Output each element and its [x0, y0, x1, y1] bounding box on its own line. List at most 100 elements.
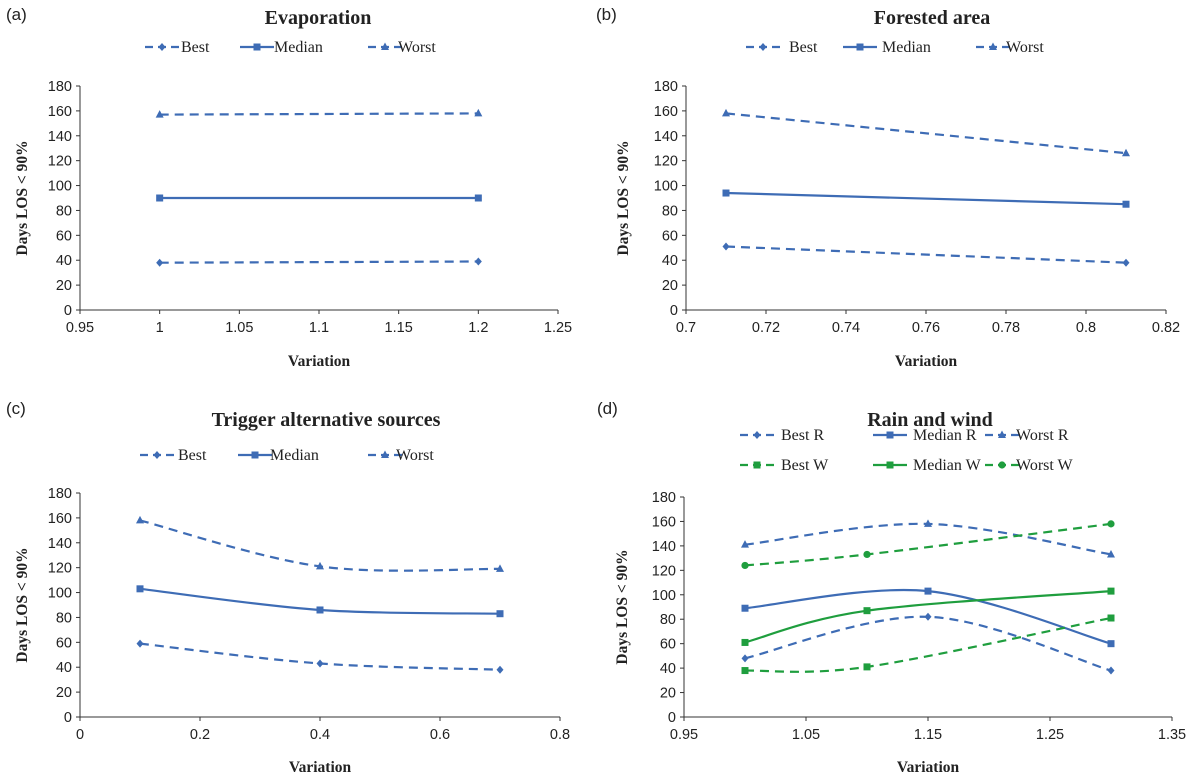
data-point-median	[496, 610, 504, 618]
data-point-median	[136, 585, 144, 593]
data-point-median-r	[1107, 640, 1115, 648]
y-tick-label: 100	[654, 179, 678, 195]
x-tick-label: 1.25	[544, 320, 572, 336]
y-tick-label: 180	[48, 486, 72, 502]
x-tick-label: 0.8	[1076, 320, 1096, 336]
legend-label-best: Best	[178, 447, 207, 464]
data-point-worst	[155, 110, 164, 118]
y-tick-label: 0	[668, 710, 676, 726]
data-point-best-w	[863, 663, 871, 671]
legend: Best Median Worst	[140, 447, 434, 464]
x-tick-label: 0.76	[912, 320, 940, 336]
y-tick-label: 60	[56, 228, 72, 244]
y-tick-label: 160	[652, 514, 676, 530]
x-tick-label: 0.95	[670, 727, 698, 743]
x-tick-label: 0.8	[550, 727, 570, 743]
panel-letter: (b)	[596, 5, 617, 24]
y-tick-label: 40	[56, 660, 72, 676]
y-tick-label: 120	[48, 561, 72, 577]
y-tick-label: 60	[660, 637, 676, 653]
y-tick-label: 20	[662, 278, 678, 294]
y-tick-label: 20	[56, 278, 72, 294]
x-tick-label: 0.6	[430, 727, 450, 743]
y-tick-label: 160	[654, 104, 678, 120]
chart-panel-a: (a) Evaporation 0 20 40 60 80 100 120 140 160 180 0.…	[6, 5, 572, 370]
data-point-median	[1122, 200, 1130, 208]
legend-label-best: Best	[181, 39, 210, 56]
legend: Best R Median R Worst R Best W Median W Worst…	[740, 427, 1074, 474]
y-tick-label: 0	[64, 303, 72, 319]
chart-title: Forested area	[874, 7, 990, 29]
y-tick-label: 0	[670, 303, 678, 319]
y-tick-label: 120	[652, 563, 676, 579]
data-point-best-r	[1107, 666, 1115, 675]
y-axis-label: Days LOS < 90%	[14, 547, 31, 662]
legend-label-best-w: Best W	[781, 457, 829, 474]
data-point-best	[136, 639, 144, 648]
data-point-worst	[722, 108, 730, 117]
y-tick-label: 80	[56, 203, 72, 219]
legend-label-worst: Worst	[1006, 39, 1044, 56]
chart-panel-b: (b) Forested area 0 20 40 60 80 100 120 140 160 180…	[596, 5, 1180, 370]
y-tick-label: 100	[48, 586, 72, 602]
x-tick-label: 1.05	[225, 320, 253, 336]
data-point-worst	[474, 108, 483, 117]
data-point-best	[156, 258, 164, 267]
legend-label-median-r: Median R	[913, 427, 977, 444]
x-axis-label: Variation	[895, 353, 958, 370]
data-point-median-r	[924, 587, 932, 595]
legend-marker-worst	[381, 450, 389, 458]
data-point-median-r	[741, 604, 749, 612]
legend-label-median: Median	[274, 39, 323, 56]
data-point-worst-r	[924, 519, 932, 527]
series-line-median-w	[744, 590, 1112, 644]
y-axis-label: Days LOS < 90%	[614, 549, 631, 664]
data-point-median-w	[863, 607, 871, 615]
y-tick-label: 80	[662, 203, 678, 219]
data-point-best	[722, 242, 730, 251]
data-point-worst	[1122, 148, 1130, 157]
data-point-worst-w	[863, 550, 871, 559]
x-tick-label: 1.1	[309, 320, 329, 336]
series-line-worst	[159, 112, 479, 116]
panel-letter: (c)	[6, 399, 26, 418]
y-tick-label: 60	[56, 635, 72, 651]
legend-label-worst-w: Worst W	[1016, 457, 1074, 474]
legend-label-worst: Worst	[398, 39, 436, 56]
chart-title: Rain and wind	[867, 409, 993, 431]
legend-marker-median-w	[886, 461, 894, 469]
series-line-worst-w	[744, 522, 1112, 567]
chart-title: Trigger alternative sources	[212, 409, 441, 431]
y-tick-label: 100	[652, 588, 676, 604]
y-tick-label: 40	[660, 661, 676, 677]
y-tick-label: 80	[660, 612, 676, 628]
legend-marker-best-r	[753, 431, 761, 439]
x-tick-label: 0	[76, 727, 84, 743]
legend-label-best-r: Best R	[781, 427, 824, 444]
x-axis-label: Variation	[289, 759, 352, 776]
legend-marker-median	[856, 43, 864, 51]
chart-panel-d: (d) Rain and wind 0 20 40 60 80 100 120 140 160 180…	[597, 399, 1186, 776]
legend-marker-best-w	[753, 461, 761, 469]
data-point-median	[474, 194, 482, 202]
legend-marker-worst	[989, 42, 997, 50]
x-tick-label: 0.72	[752, 320, 780, 336]
y-tick-label: 80	[56, 610, 72, 626]
panel-letter: (d)	[597, 399, 618, 418]
y-tick-label: 160	[48, 511, 72, 527]
legend-marker-worst-w	[998, 461, 1006, 469]
y-axis-label: Days LOS < 90%	[14, 140, 31, 255]
legend-marker-median-r	[886, 431, 894, 439]
y-tick-label: 20	[56, 685, 72, 701]
y-tick-label: 160	[48, 104, 72, 120]
data-point-best	[474, 257, 482, 266]
data-point-best	[316, 659, 324, 668]
legend-marker-best	[759, 43, 767, 51]
x-tick-label: 0.78	[992, 320, 1020, 336]
y-tick-label: 180	[654, 79, 678, 95]
x-axis-label: Variation	[897, 759, 960, 776]
legend: Best Median Worst	[746, 39, 1044, 56]
series-line-median	[725, 191, 1127, 206]
legend-label-worst-r: Worst R	[1016, 427, 1069, 444]
data-point-worst-r	[741, 540, 749, 548]
